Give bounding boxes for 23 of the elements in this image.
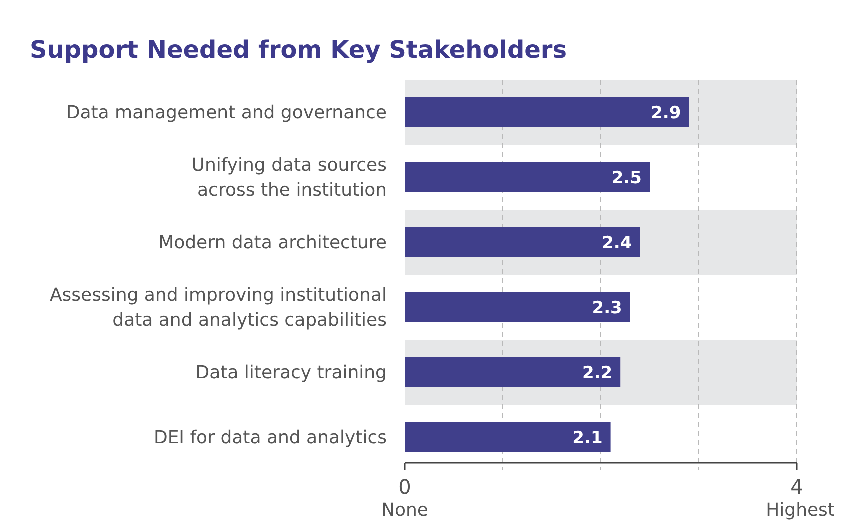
text: Highest [766,500,835,521]
x-tick-label: 4 [790,475,804,499]
y-tick-label: Unifying data sources across the institution [192,155,387,201]
chart-title: Support Needed from Key Stakeholders [30,36,568,64]
data-label: 2.1 [572,428,603,448]
bar [405,98,690,128]
y-tick-label: Data management and governance [66,102,387,124]
y-tick-label: Data literacy training [196,362,387,384]
data-label: 2.3 [592,298,622,318]
y-tick-label: Assessing and improving institutional data and analytics capabilities [50,285,387,331]
data-label: 2.5 [612,168,642,188]
text: None [382,500,428,521]
y-tick-label: Modern data architecture [158,232,387,254]
bar [405,228,640,258]
bar [405,292,630,322]
bar [405,422,611,452]
data-label: 2.9 [651,104,682,124]
data-label: 2.2 [582,364,613,384]
data-label: 2.4 [602,234,632,254]
y-tick-label: DEI for data and analytics [154,428,387,448]
bar [405,162,650,192]
bar [405,358,621,388]
x-tick-label: 0 [398,475,412,499]
